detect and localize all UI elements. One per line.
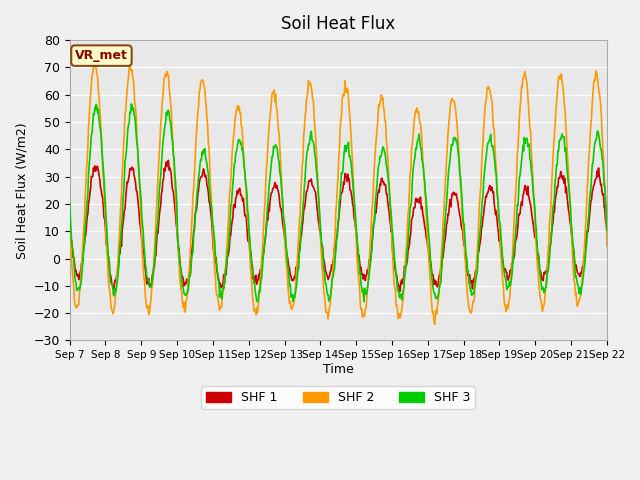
Text: VR_met: VR_met xyxy=(75,49,128,62)
X-axis label: Time: Time xyxy=(323,363,354,376)
Title: Soil Heat Flux: Soil Heat Flux xyxy=(281,15,396,33)
Y-axis label: Soil Heat Flux (W/m2): Soil Heat Flux (W/m2) xyxy=(15,122,28,259)
Legend: SHF 1, SHF 2, SHF 3: SHF 1, SHF 2, SHF 3 xyxy=(201,386,476,409)
